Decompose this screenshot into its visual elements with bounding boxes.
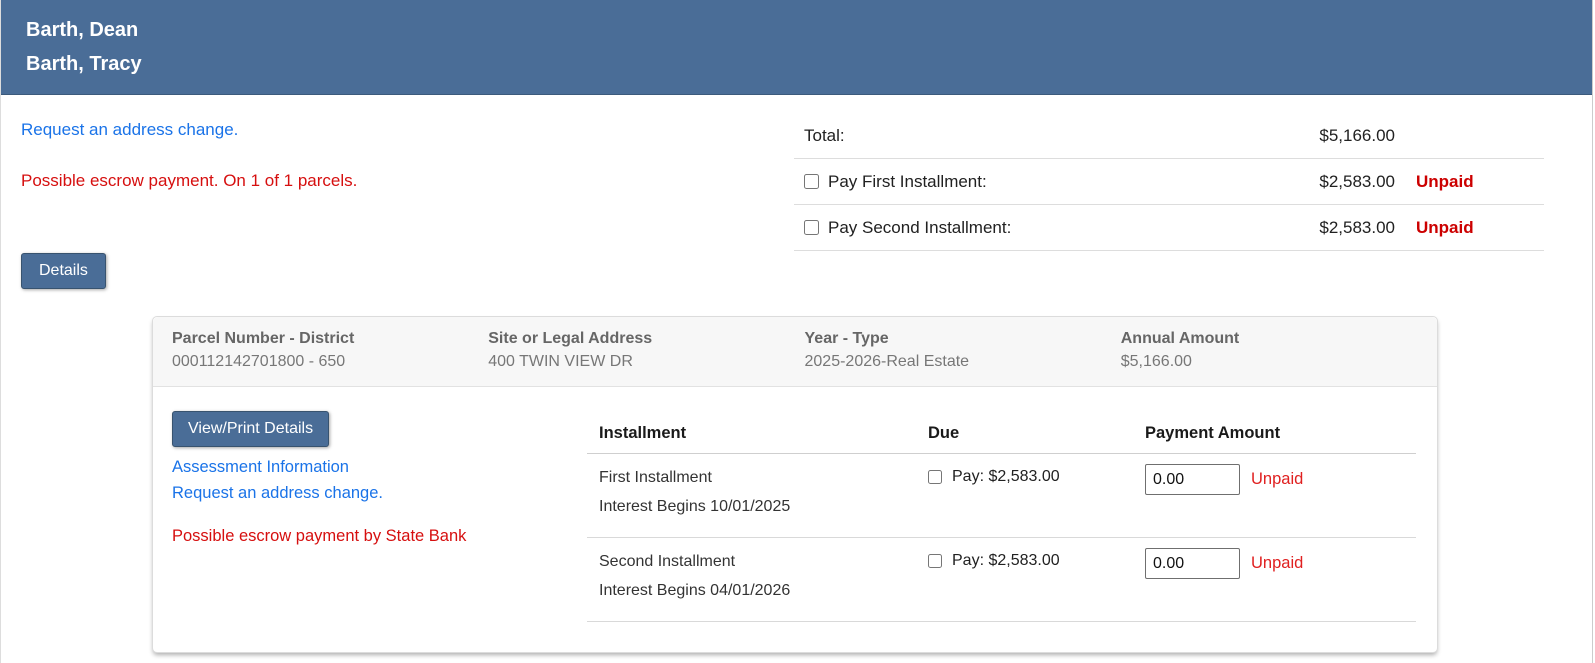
installment-column-header: Installment — [599, 424, 687, 442]
second-installment-payment-input[interactable] — [1145, 548, 1240, 579]
second-installment-row: Second Installment Interest Begins 04/01… — [587, 538, 1416, 622]
year-type-column: Year - Type 2025-2026-Real Estate — [805, 330, 1121, 371]
taxpayer-name-1: Barth, Dean — [26, 19, 139, 41]
first-installment-row-status: Unpaid — [1251, 470, 1304, 488]
payment-summary-table: Total: $5,166.00 Pay First Installment: … — [794, 113, 1544, 251]
taxpayer-name-2: Barth, Tracy — [26, 53, 142, 75]
parcel-number-label: Parcel Number - District — [172, 330, 355, 347]
first-installment-pay-label: Pay: $2,583.00 — [952, 468, 1060, 485]
site-address-label: Site or Legal Address — [488, 330, 653, 347]
second-installment-amount: $2,583.00 — [1319, 217, 1395, 237]
escrow-summary-alert: Possible escrow payment. On 1 of 1 parce… — [21, 171, 358, 190]
request-address-change-link[interactable]: Request an address change. — [21, 120, 239, 139]
total-amount: $5,166.00 — [1319, 125, 1395, 145]
parcel-request-address-change-link[interactable]: Request an address change. — [172, 484, 383, 502]
parcel-card-body: View/Print Details Assessment Informatio… — [153, 387, 1437, 652]
first-installment-row: First Installment Interest Begins 10/01/… — [587, 454, 1416, 538]
installment-table-header: Installment Due Payment Amount — [587, 411, 1416, 454]
second-installment-row-status: Unpaid — [1251, 554, 1304, 572]
second-installment-summary-row: Pay Second Installment: $2,583.00 Unpaid — [794, 205, 1544, 251]
second-installment-pay-checkbox[interactable] — [928, 554, 942, 568]
parcel-card-header: Parcel Number - District 000112142701800… — [153, 317, 1437, 387]
pay-first-installment-checkbox[interactable] — [804, 174, 819, 189]
second-installment-status-badge: Unpaid — [1416, 217, 1474, 237]
annual-amount-value: $5,166.00 — [1120, 353, 1192, 370]
pay-first-installment-label: Pay First Installment: — [828, 171, 987, 191]
second-installment-pay-label: Pay: $2,583.00 — [952, 552, 1060, 569]
taxpayer-header: Barth, Dean Barth, Tracy — [1, 0, 1592, 95]
year-type-value: 2025-2026-Real Estate — [804, 353, 970, 370]
year-type-label: Year - Type — [804, 330, 889, 347]
view-print-details-button[interactable]: View/Print Details — [172, 411, 330, 447]
installment-name: Second Installment — [599, 553, 736, 570]
parcel-card: Parcel Number - District 000112142701800… — [152, 316, 1438, 653]
interest-begins-text: Interest Begins 04/01/2026 — [599, 582, 791, 599]
assessment-information-link[interactable]: Assessment Information — [172, 458, 349, 476]
first-installment-summary-row: Pay First Installment: $2,583.00 Unpaid — [794, 159, 1544, 205]
top-left-column: Request an address change. Possible escr… — [21, 95, 794, 193]
site-address-value: 400 TWIN VIEW DR — [488, 353, 633, 370]
interest-begins-text: Interest Begins 10/01/2025 — [599, 498, 791, 515]
first-installment-pay-checkbox[interactable] — [928, 470, 942, 484]
parcel-number-column: Parcel Number - District 000112142701800… — [172, 330, 488, 371]
due-column-header: Due — [928, 424, 960, 442]
details-button[interactable]: Details — [21, 253, 106, 289]
pay-second-installment-label: Pay Second Installment: — [828, 217, 1012, 237]
annual-amount-label: Annual Amount — [1120, 330, 1240, 347]
installment-name: First Installment — [599, 469, 712, 486]
parcel-actions-panel: View/Print Details Assessment Informatio… — [172, 411, 587, 622]
top-section: Request an address change. Possible escr… — [1, 95, 1592, 251]
escrow-detail-alert: Possible escrow payment by State Bank — [172, 527, 467, 545]
pay-second-installment-checkbox[interactable] — [804, 220, 819, 235]
total-row: Total: $5,166.00 — [794, 113, 1544, 159]
total-label: Total: — [804, 125, 845, 145]
installment-table: Installment Due Payment Amount First Ins… — [587, 411, 1416, 622]
first-installment-payment-input[interactable] — [1145, 464, 1240, 495]
annual-amount-column: Annual Amount $5,166.00 — [1121, 330, 1437, 371]
first-installment-status-badge: Unpaid — [1416, 171, 1474, 191]
first-installment-amount: $2,583.00 — [1319, 171, 1395, 191]
parcel-number-value: 000112142701800 - 650 — [172, 353, 346, 370]
payment-amount-column-header: Payment Amount — [1145, 424, 1281, 442]
site-address-column: Site or Legal Address 400 TWIN VIEW DR — [488, 330, 804, 371]
